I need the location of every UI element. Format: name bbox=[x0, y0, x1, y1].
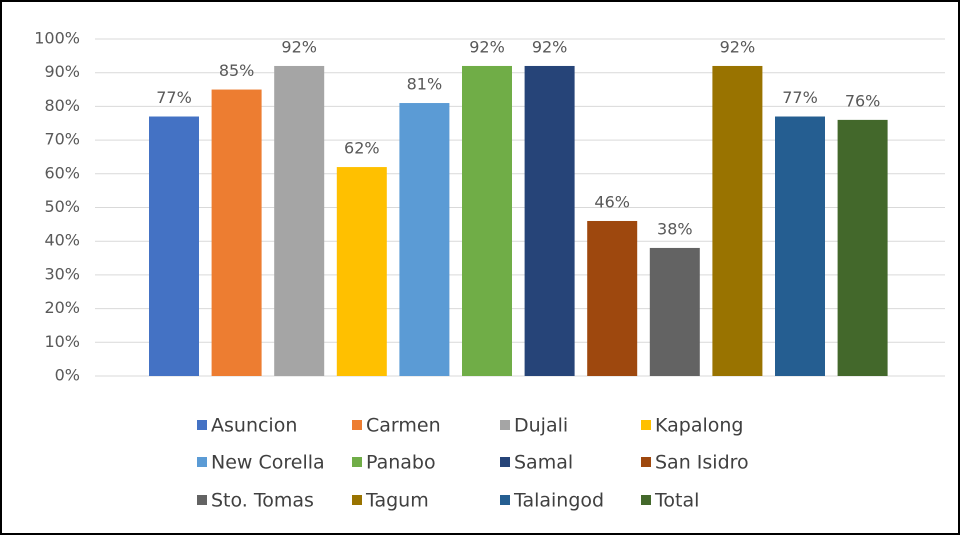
legend-swatch bbox=[352, 420, 362, 430]
y-tick-label: 100% bbox=[34, 29, 80, 48]
bar bbox=[649, 247, 700, 376]
y-tick-label: 30% bbox=[44, 264, 80, 283]
legend-swatch bbox=[197, 495, 207, 505]
legend-label: Dujali bbox=[514, 415, 568, 437]
bar bbox=[524, 65, 575, 377]
bar bbox=[149, 116, 199, 376]
legend-label: Total bbox=[654, 490, 699, 512]
legend-label: Carmen bbox=[366, 415, 441, 437]
legend-swatch bbox=[500, 495, 510, 505]
data-label: 46% bbox=[594, 192, 630, 211]
legend-label: Samal bbox=[514, 452, 573, 474]
bar bbox=[837, 119, 888, 376]
legend-swatch bbox=[500, 457, 510, 467]
legend-swatch bbox=[641, 495, 651, 505]
bar bbox=[462, 65, 512, 377]
legend-label: New Corella bbox=[211, 452, 325, 474]
data-label: 92% bbox=[720, 37, 756, 56]
legend-swatch bbox=[197, 420, 207, 430]
legend-label: San Isidro bbox=[655, 452, 749, 474]
legend-label: Asuncion bbox=[211, 415, 297, 437]
data-label: 77% bbox=[156, 88, 192, 107]
y-tick-label: 0% bbox=[55, 366, 80, 385]
data-label: 81% bbox=[407, 75, 443, 94]
bar bbox=[712, 65, 763, 377]
legend-swatch bbox=[641, 457, 651, 467]
legend-label: Talaingod bbox=[513, 490, 604, 512]
legend-swatch bbox=[352, 457, 362, 467]
legend-label: Panabo bbox=[366, 452, 436, 474]
data-label: 38% bbox=[657, 219, 693, 238]
data-label: 85% bbox=[219, 61, 255, 80]
bar bbox=[336, 167, 387, 376]
y-tick-label: 40% bbox=[44, 231, 80, 250]
data-label: 62% bbox=[344, 139, 380, 158]
y-tick-label: 60% bbox=[44, 163, 80, 182]
data-label: 77% bbox=[782, 88, 818, 107]
legend-swatch bbox=[500, 420, 510, 430]
y-tick-label: 90% bbox=[44, 62, 80, 81]
bar bbox=[775, 116, 825, 376]
y-tick-label: 70% bbox=[44, 130, 80, 149]
data-label: 92% bbox=[469, 37, 505, 56]
legend-swatch bbox=[641, 420, 651, 430]
bar bbox=[211, 89, 262, 377]
data-label: 76% bbox=[845, 91, 881, 110]
legend-swatch bbox=[197, 457, 207, 467]
legend-label: Sto. Tomas bbox=[211, 490, 314, 512]
y-tick-label: 10% bbox=[44, 332, 80, 351]
legend-swatch bbox=[352, 495, 362, 505]
y-tick-label: 50% bbox=[44, 197, 80, 216]
bar bbox=[274, 65, 325, 377]
data-label: 92% bbox=[281, 37, 317, 56]
bar bbox=[587, 220, 638, 376]
y-tick-label: 20% bbox=[44, 298, 80, 317]
legend-label: Kapalong bbox=[655, 415, 743, 437]
legend-label: Tagum bbox=[365, 490, 429, 512]
bar bbox=[399, 103, 450, 376]
y-tick-label: 80% bbox=[44, 96, 80, 115]
data-label: 92% bbox=[532, 37, 568, 56]
